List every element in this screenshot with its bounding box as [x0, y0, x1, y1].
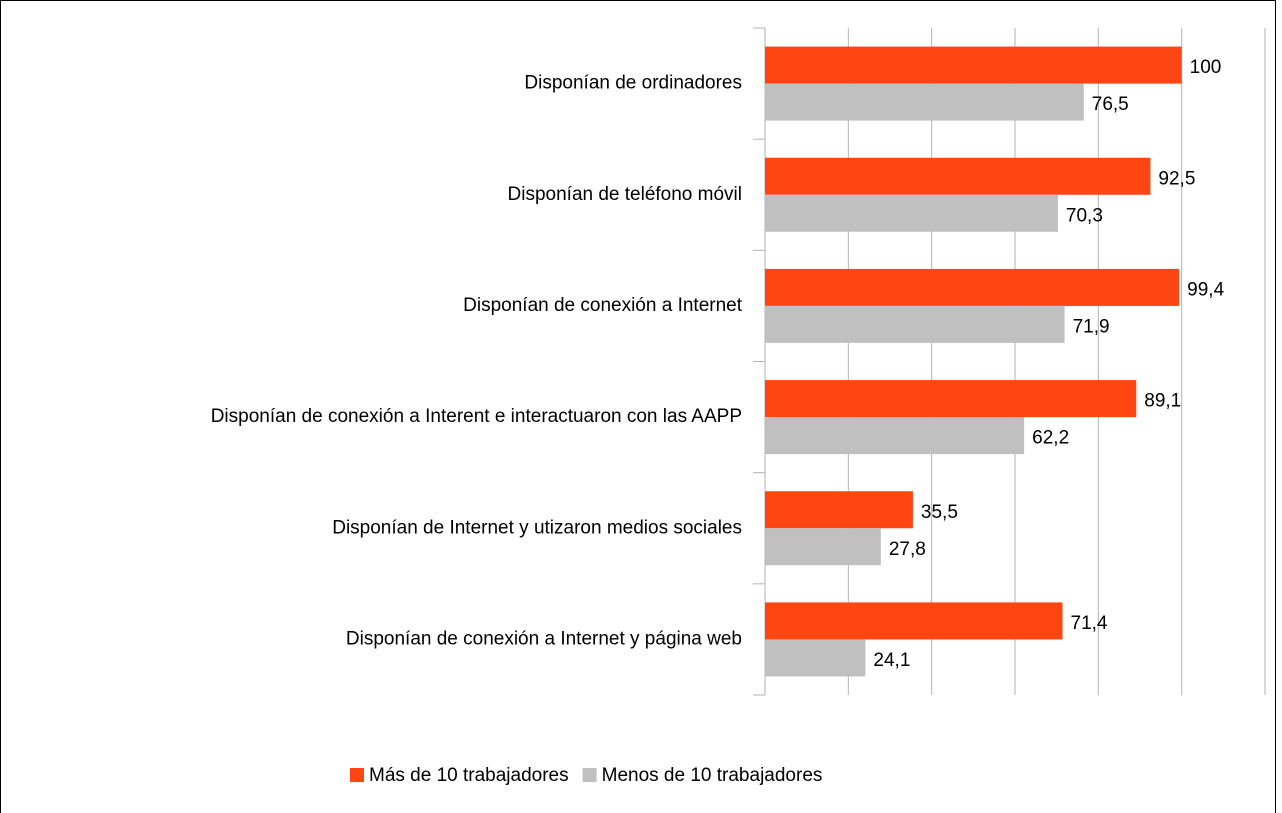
bar — [765, 305, 1065, 343]
value-label: 71,4 — [1071, 613, 1108, 634]
category-label: Disponían de conexión a Internet — [463, 295, 743, 316]
bar — [765, 46, 1182, 84]
bar — [765, 417, 1025, 455]
bar — [765, 639, 866, 677]
bar — [765, 528, 881, 566]
value-label: 35,5 — [921, 502, 958, 523]
value-label: 76,5 — [1092, 94, 1129, 115]
value-label: 70,3 — [1066, 205, 1103, 226]
value-label: 27,8 — [889, 539, 926, 560]
category-label: Disponían de teléfono móvil — [508, 184, 742, 205]
value-label: 89,1 — [1144, 391, 1181, 412]
legend-label: Más de 10 trabajadores — [369, 765, 569, 786]
bar — [765, 491, 913, 529]
value-label: 71,9 — [1073, 316, 1110, 337]
legend-swatch — [350, 768, 364, 782]
bar — [765, 602, 1063, 640]
value-label: 100 — [1190, 57, 1222, 78]
legend-label: Menos de 10 trabajadores — [602, 765, 823, 786]
bar — [765, 380, 1137, 418]
category-label: Disponían de conexión a Interent e inter… — [211, 406, 742, 427]
bar — [765, 157, 1151, 195]
value-label: 62,2 — [1032, 428, 1069, 449]
bar — [765, 83, 1084, 121]
legend-swatch — [582, 768, 597, 782]
category-label: Disponían de conexión a Internet y págin… — [346, 628, 742, 649]
value-label: 92,5 — [1158, 168, 1195, 189]
category-label: Disponían de Internet y utizaron medios … — [332, 517, 742, 538]
category-label: Disponían de ordinadores — [524, 73, 742, 94]
bar — [765, 194, 1058, 232]
bar — [765, 268, 1180, 306]
value-label: 99,4 — [1187, 279, 1224, 300]
value-label: 24,1 — [873, 650, 910, 671]
